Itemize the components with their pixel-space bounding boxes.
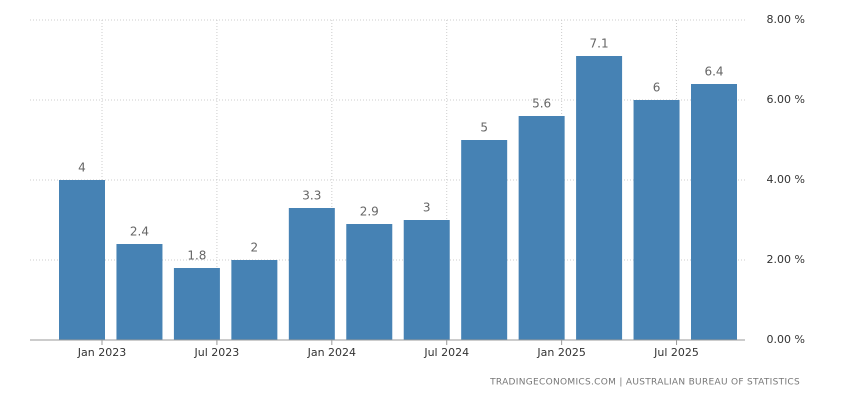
bar [288, 208, 335, 340]
y-tick-label: 8.00 % [767, 13, 805, 26]
bar [173, 268, 220, 340]
bar [576, 56, 623, 340]
bar [633, 100, 680, 340]
bar [346, 224, 393, 340]
value-label: 6 [653, 81, 661, 95]
y-tick-label: 0.00 % [767, 333, 805, 346]
x-tick-label: Jul 2024 [423, 346, 469, 359]
value-label: 7.1 [590, 37, 609, 51]
value-label: 4 [78, 161, 86, 175]
bar [691, 84, 737, 340]
value-label: 2 [251, 241, 259, 255]
y-tick-label: 2.00 % [767, 253, 805, 266]
source: TRADINGECONOMICS.COM | AUSTRALIAN BUREAU… [489, 378, 800, 388]
value-label: 5 [480, 121, 488, 135]
bar [231, 260, 278, 340]
y-tick-label: 4.00 % [767, 173, 805, 186]
bar [59, 180, 105, 340]
value-label: 6.4 [704, 65, 723, 79]
value-label: 5.6 [532, 97, 551, 111]
x-tick-label: Jan 2023 [77, 346, 126, 359]
bar [116, 244, 163, 340]
bar [518, 116, 565, 340]
bar [461, 140, 508, 340]
x-tick-label: Jul 2023 [194, 346, 240, 359]
x-tick-label: Jul 2025 [653, 346, 699, 359]
x-tick-label: Jan 2025 [536, 346, 585, 359]
value-label: 2.9 [360, 205, 379, 219]
value-label: 3.3 [302, 189, 321, 203]
value-label: 3 [423, 201, 431, 215]
bar [403, 220, 450, 340]
value-label: 1.8 [187, 249, 206, 263]
value-label: 2.4 [130, 225, 149, 239]
y-tick-label: 6.00 % [767, 93, 805, 106]
x-tick-label: Jan 2024 [307, 346, 356, 359]
